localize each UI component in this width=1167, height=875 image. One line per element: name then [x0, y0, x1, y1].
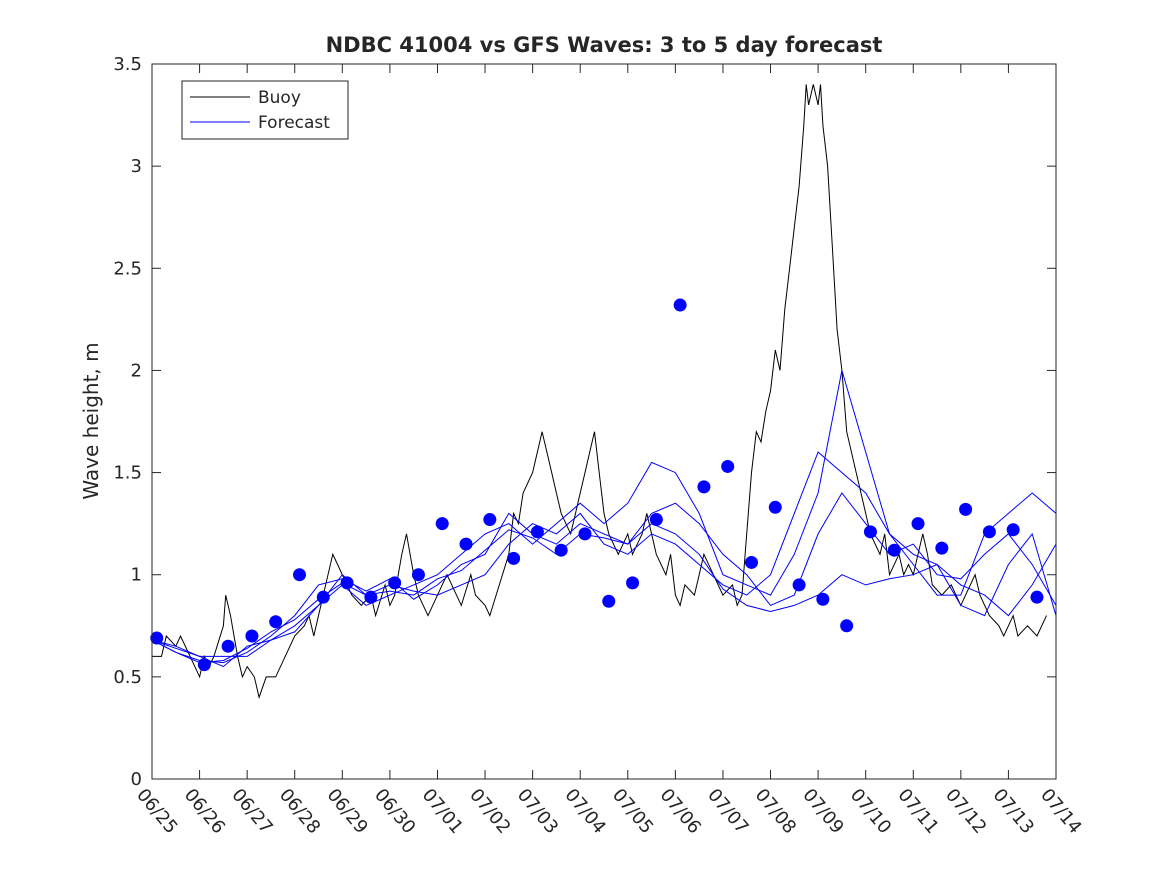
forecast-series-line-2	[151, 492, 1057, 664]
y-tick-label: 3	[131, 156, 142, 177]
forecast-point	[150, 631, 164, 645]
forecast-point	[911, 517, 925, 531]
forecast-point	[792, 578, 806, 592]
legend: Buoy Forecast	[181, 80, 349, 140]
forecast-series-line-3	[151, 370, 1057, 657]
forecast-point	[840, 619, 854, 633]
plot-background	[152, 64, 1056, 779]
y-tick-label: 1.5	[113, 463, 142, 484]
forecast-point	[649, 513, 663, 527]
forecast-series-line-4	[151, 523, 1057, 664]
legend-box	[181, 80, 349, 140]
forecast-point	[863, 525, 877, 539]
y-tick-label: 2	[131, 360, 142, 381]
forecast-point	[388, 576, 402, 590]
forecast-point	[411, 568, 425, 582]
x-tick-label: 07/11	[893, 785, 942, 838]
y-tick-label: 3.5	[113, 54, 142, 75]
forecast-point	[768, 500, 782, 514]
forecast-point	[530, 525, 544, 539]
forecast-point	[982, 525, 996, 539]
forecast-point	[507, 551, 521, 565]
forecast-point	[935, 541, 949, 555]
y-axis-label: Wave height, m	[79, 342, 103, 499]
x-tick-label: 06/27	[227, 785, 276, 838]
x-tick-label: 06/26	[180, 785, 229, 838]
forecast-point	[483, 513, 497, 527]
forecast-point	[887, 543, 901, 557]
forecast-point	[721, 459, 735, 473]
forecast-point	[1030, 590, 1044, 604]
y-ticks: 0 0.5 1 1.5 2 2.5 3 3.5	[113, 54, 1056, 790]
forecast-point	[245, 629, 259, 643]
forecast-point	[626, 576, 640, 590]
x-tick-label: 07/07	[703, 785, 752, 838]
y-tick-label: 2.5	[113, 258, 142, 279]
forecast-point	[269, 615, 283, 629]
forecast-point	[340, 576, 354, 590]
x-tick-label: 07/08	[751, 785, 800, 838]
x-tick-label: 06/28	[275, 785, 324, 838]
y-tick-label: 0	[131, 769, 142, 790]
legend-buoy-label: Buoy	[258, 88, 301, 108]
x-tick-label: 07/12	[941, 785, 990, 838]
chart-title: NDBC 41004 vs GFS Waves: 3 to 5 day fore…	[326, 33, 883, 57]
legend-forecast-label: Forecast	[258, 113, 330, 133]
forecast-point	[673, 298, 687, 312]
forecast-point	[316, 590, 330, 604]
forecast-point	[221, 639, 235, 653]
x-tick-label: 07/03	[513, 785, 562, 838]
forecast-point	[744, 555, 758, 569]
forecast-point	[364, 590, 378, 604]
forecast-point	[959, 502, 973, 516]
x-tick-label: 07/10	[846, 785, 895, 838]
y-tick-label: 1	[131, 565, 142, 586]
forecast-point	[435, 517, 449, 531]
forecast-point	[578, 527, 592, 541]
forecast-point	[816, 592, 830, 606]
forecast-point	[697, 480, 711, 494]
x-tick-label: 06/25	[132, 785, 181, 838]
x-tick-label: 07/13	[989, 785, 1038, 838]
x-tick-label: 06/29	[322, 785, 371, 838]
buoy-series-line	[152, 84, 1047, 700]
forecast-point	[554, 543, 568, 557]
forecast-point	[602, 594, 616, 608]
x-tick-label: 07/14	[1036, 785, 1085, 838]
x-tick-label: 07/01	[418, 785, 467, 838]
plot-frame	[151, 63, 1057, 780]
x-tick-label: 07/05	[608, 785, 657, 838]
x-tick-label: 07/06	[656, 785, 705, 838]
forecast-point	[1006, 523, 1020, 537]
forecast-point	[292, 568, 306, 582]
x-tick-label: 07/09	[798, 785, 847, 838]
x-tick-label: 07/04	[560, 785, 609, 838]
y-tick-label: 0.5	[113, 667, 142, 688]
series-layer	[151, 84, 1057, 700]
forecast-markers	[150, 298, 1044, 672]
forecast-point	[197, 658, 211, 672]
x-tick-label: 06/30	[370, 785, 419, 838]
x-tick-label: 07/02	[465, 785, 514, 838]
forecast-point	[459, 537, 473, 551]
